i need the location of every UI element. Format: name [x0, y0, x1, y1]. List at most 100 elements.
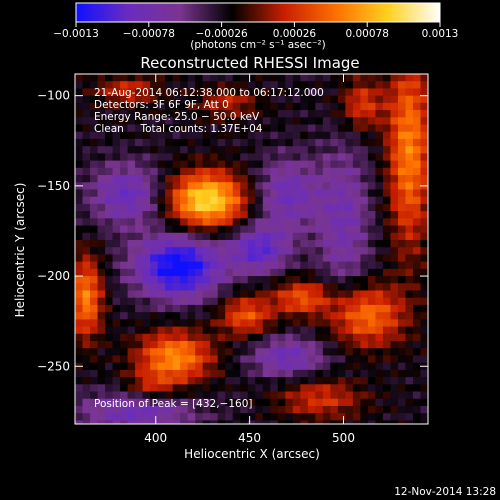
heatmap-cell-107: [157, 88, 166, 97]
heatmap-cell-1130: [270, 239, 279, 248]
heatmap-cell-1189: [352, 247, 361, 256]
heatmap-cell-1085: [292, 232, 301, 241]
heatmap-cell-630: [120, 167, 129, 176]
heatmap-cell-1760: [315, 333, 324, 342]
heatmap-cell-1811: [337, 341, 346, 349]
heatmap-cell-2035: [217, 377, 226, 385]
heatmap-cell-887: [247, 203, 256, 212]
heatmap-cell-2089: [262, 384, 271, 393]
heatmap-cell-220: [285, 102, 294, 111]
heatmap-cell-529: [82, 153, 91, 162]
heatmap-cell-1373: [292, 276, 301, 284]
heatmap-cell-2197: [352, 398, 361, 407]
heatmap-cell-670: [420, 167, 428, 176]
heatmap-cell-1990: [240, 369, 249, 378]
heatmap-cell-1215: [187, 254, 196, 263]
heatmap-cell-137: [382, 88, 392, 97]
heatmap-cell-1780: [105, 341, 114, 349]
heatmap-cell-673: [82, 175, 91, 183]
heatmap-cell-1550: [180, 304, 189, 313]
heatmap-cell-2118: [120, 391, 129, 400]
heatmap-cell-167: [247, 95, 256, 104]
heatmap-cell-2183: [247, 398, 256, 407]
heatmap-cell-633: [142, 167, 151, 176]
heatmap-cell-475: [397, 138, 407, 147]
heatmap-cell-394: [150, 131, 159, 140]
heatmap-cell-1154: [90, 247, 99, 256]
heatmap-cell-1949: [292, 362, 301, 371]
heatmap-cell-2119: [127, 391, 136, 400]
heatmap-cell-807: [367, 189, 377, 198]
heatmap-cell-562: [330, 153, 339, 162]
heatmap-cell-1296: [75, 268, 84, 277]
heatmap-cell-1474: [330, 290, 339, 299]
heatmap-cell-409: [262, 131, 271, 140]
heatmap-cell-1675: [397, 319, 407, 328]
heatmap-cell-663: [367, 167, 377, 176]
heatmap-cell-2355: [98, 428, 106, 436]
heatmap-cell-2377: [263, 428, 271, 436]
heatmap-cell-2022: [120, 377, 129, 385]
heatmap-cell-2334: [300, 420, 309, 424]
heatmap-cell-11: [157, 74, 166, 82]
heatmap-cell-2187: [277, 398, 286, 407]
heatmap-cell-1747: [217, 333, 226, 342]
heatmap-cell-2291: [337, 413, 346, 421]
heatmap-cell-725: [112, 182, 121, 191]
heatmap-cell-639: [187, 167, 196, 176]
heatmap-cell-1904: [315, 355, 324, 364]
heatmap-cell-1911: [367, 355, 377, 364]
heatmap-cell-798: [300, 189, 309, 198]
heatmap-cell-2066: [90, 384, 99, 393]
heatmap-cell-122: [270, 88, 279, 97]
heatmap-cell-2135: [247, 391, 256, 400]
heatmap-cell-1582: [420, 304, 428, 313]
heatmap-cell-1919: [428, 355, 436, 363]
heatmap-cell-576: [75, 160, 84, 169]
heatmap-cell-1358: [180, 276, 189, 284]
heatmap-cell-1713: [322, 326, 331, 335]
heatmap-cell-1585: [82, 312, 91, 320]
heatmap-cell-231: [367, 102, 377, 111]
heatmap-cell-283: [397, 110, 407, 118]
heatmap-cell-1299: [97, 268, 106, 277]
heatmap-cell-2390: [360, 428, 368, 436]
heatmap-cell-2100: [345, 384, 354, 393]
heatmap-cell-1072: [195, 232, 204, 241]
heatmap-cell-1987: [217, 369, 226, 378]
heatmap-cell-2163: [97, 398, 106, 407]
heatmap-cell-1683: [97, 326, 106, 335]
heatmap-cell-1048: [375, 225, 384, 234]
heatmap-cell-1967: [428, 363, 436, 371]
heatmap-cell-1781: [112, 341, 121, 349]
heatmap-cell-1793: [202, 341, 211, 349]
heatmap-cell-1640: [135, 319, 144, 328]
heatmap-cell-1066: [150, 232, 159, 241]
heatmap-cell-1184: [315, 247, 324, 256]
heatmap-cell-139: [397, 88, 407, 97]
heatmap-cell-2380: [285, 428, 293, 436]
colorbar-bar: [75, 2, 441, 23]
heatmap-cell-423: [367, 131, 377, 140]
heatmap-cell-256: [195, 110, 204, 118]
heatmap-cell-1056: [75, 232, 84, 241]
heatmap-cell-229: [352, 102, 361, 111]
heatmap-cell-2076: [165, 384, 174, 393]
heatmap-cell-2070: [120, 384, 129, 393]
heatmap-cell-873: [142, 203, 151, 212]
heatmap-cell-380: [405, 124, 414, 133]
heatmap-cell-1779: [97, 341, 106, 349]
heatmap-cell-466: [330, 138, 339, 147]
heatmap-cell-1125: [232, 239, 241, 248]
heatmap-cell-792: [255, 189, 264, 198]
heatmap-cell-102: [120, 88, 129, 97]
heatmap-cell-249: [142, 110, 151, 118]
heatmap-cell-2276: [225, 413, 234, 421]
heatmap-cell-1588: [105, 312, 114, 320]
heatmap-cell-815: [428, 189, 436, 197]
heatmap-cell-296: [135, 117, 144, 126]
heatmap-cell-1959: [367, 362, 377, 371]
heatmap-cell-1827: [97, 348, 106, 357]
heatmap-cell-2161: [82, 398, 91, 407]
heatmap-cell-723: [97, 182, 106, 191]
